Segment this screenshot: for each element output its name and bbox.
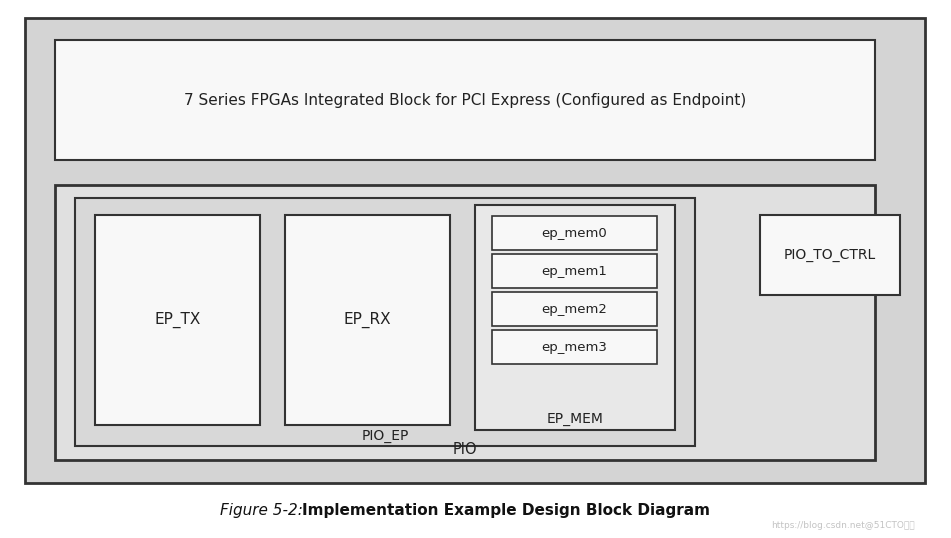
Bar	[25, 18, 925, 483]
Bar	[285, 215, 450, 425]
Bar	[55, 185, 875, 460]
Bar	[492, 216, 657, 250]
Text: PIO_EP: PIO_EP	[361, 429, 409, 443]
Text: Figure 5-2:: Figure 5-2:	[220, 502, 302, 518]
Bar	[760, 215, 900, 295]
Text: EP_MEM: EP_MEM	[547, 412, 604, 426]
Text: ep_mem0: ep_mem0	[542, 226, 608, 239]
Bar	[55, 40, 875, 160]
Text: PIO: PIO	[453, 442, 477, 457]
Text: ep_mem1: ep_mem1	[541, 265, 608, 278]
Bar	[75, 198, 695, 446]
Bar	[492, 254, 657, 288]
Text: EP_TX: EP_TX	[154, 312, 201, 328]
Text: ep_mem2: ep_mem2	[541, 302, 608, 315]
Text: https://blog.csdn.net@51CTO博客: https://blog.csdn.net@51CTO博客	[771, 520, 915, 529]
Text: 7 Series FPGAs Integrated Block for PCI Express (Configured as Endpoint): 7 Series FPGAs Integrated Block for PCI …	[184, 93, 747, 108]
Text: PIO_TO_CTRL: PIO_TO_CTRL	[784, 248, 876, 262]
Bar	[95, 215, 260, 425]
Bar	[475, 205, 675, 430]
Text: EP_RX: EP_RX	[343, 312, 391, 328]
Text: ep_mem3: ep_mem3	[541, 341, 608, 353]
Bar	[492, 292, 657, 326]
Text: Implementation Example Design Block Diagram: Implementation Example Design Block Diag…	[302, 502, 710, 518]
Bar	[492, 330, 657, 364]
